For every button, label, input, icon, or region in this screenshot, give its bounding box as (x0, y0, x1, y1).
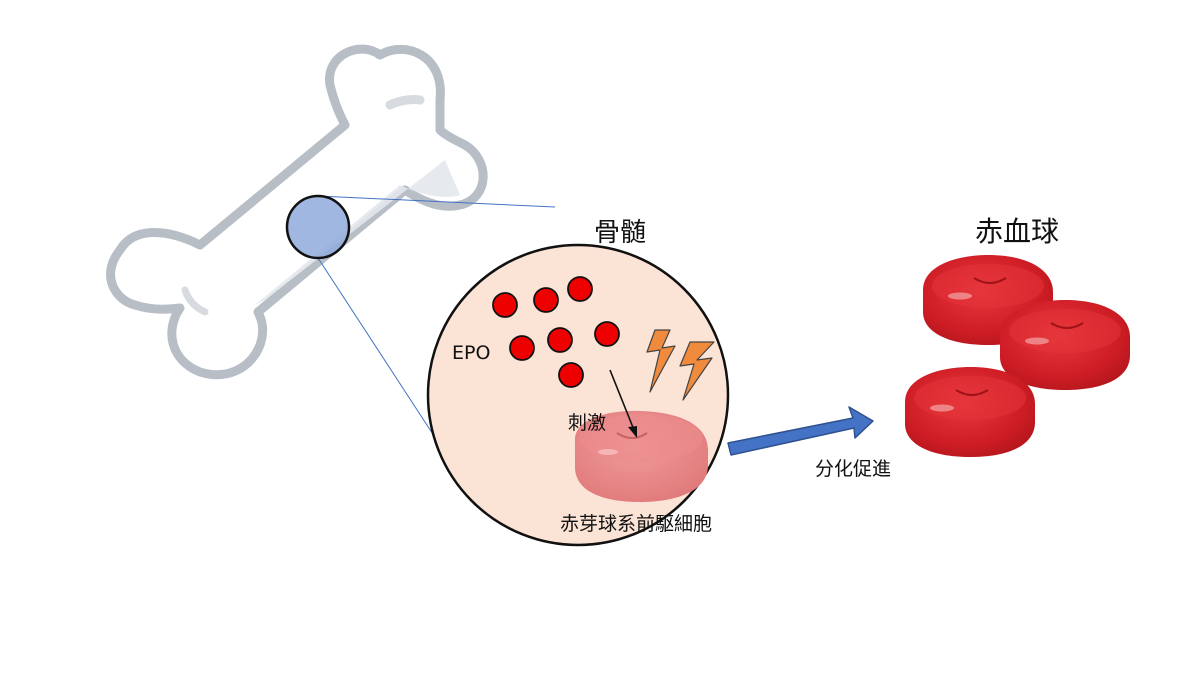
red-blood-cells-label: 赤血球 (975, 215, 1060, 248)
red-blood-cell-icon (905, 367, 1035, 457)
differentiation-label: 分化促進 (815, 458, 892, 480)
epo-dot-icon (594, 321, 620, 347)
epo-dot-icon (509, 335, 535, 361)
progenitor-label: 赤芽球系前駆細胞 (560, 513, 713, 535)
epo-label: EPO (452, 342, 491, 364)
epo-dot-icon (547, 327, 573, 353)
epo-molecules (492, 276, 620, 388)
epo-dot-icon (492, 292, 518, 318)
stimulation-arrow (609, 369, 637, 438)
bone-marrow-label: 骨髄 (594, 218, 647, 248)
lightning-icon (646, 329, 715, 401)
epo-dot-icon (533, 287, 559, 313)
differentiation-arrow (727, 406, 874, 456)
epo-dot-icon (567, 276, 593, 302)
zoom-line-top (317, 195, 556, 208)
zoom-circle-icon (285, 194, 351, 260)
red-blood-cells (905, 255, 1130, 457)
red-blood-cell-icon (1000, 300, 1130, 390)
stimulation-label: 刺激 (568, 412, 607, 434)
zoom-line-bottom (317, 257, 441, 446)
epo-dot-icon (558, 362, 584, 388)
progenitor-cell-icon (575, 410, 708, 502)
